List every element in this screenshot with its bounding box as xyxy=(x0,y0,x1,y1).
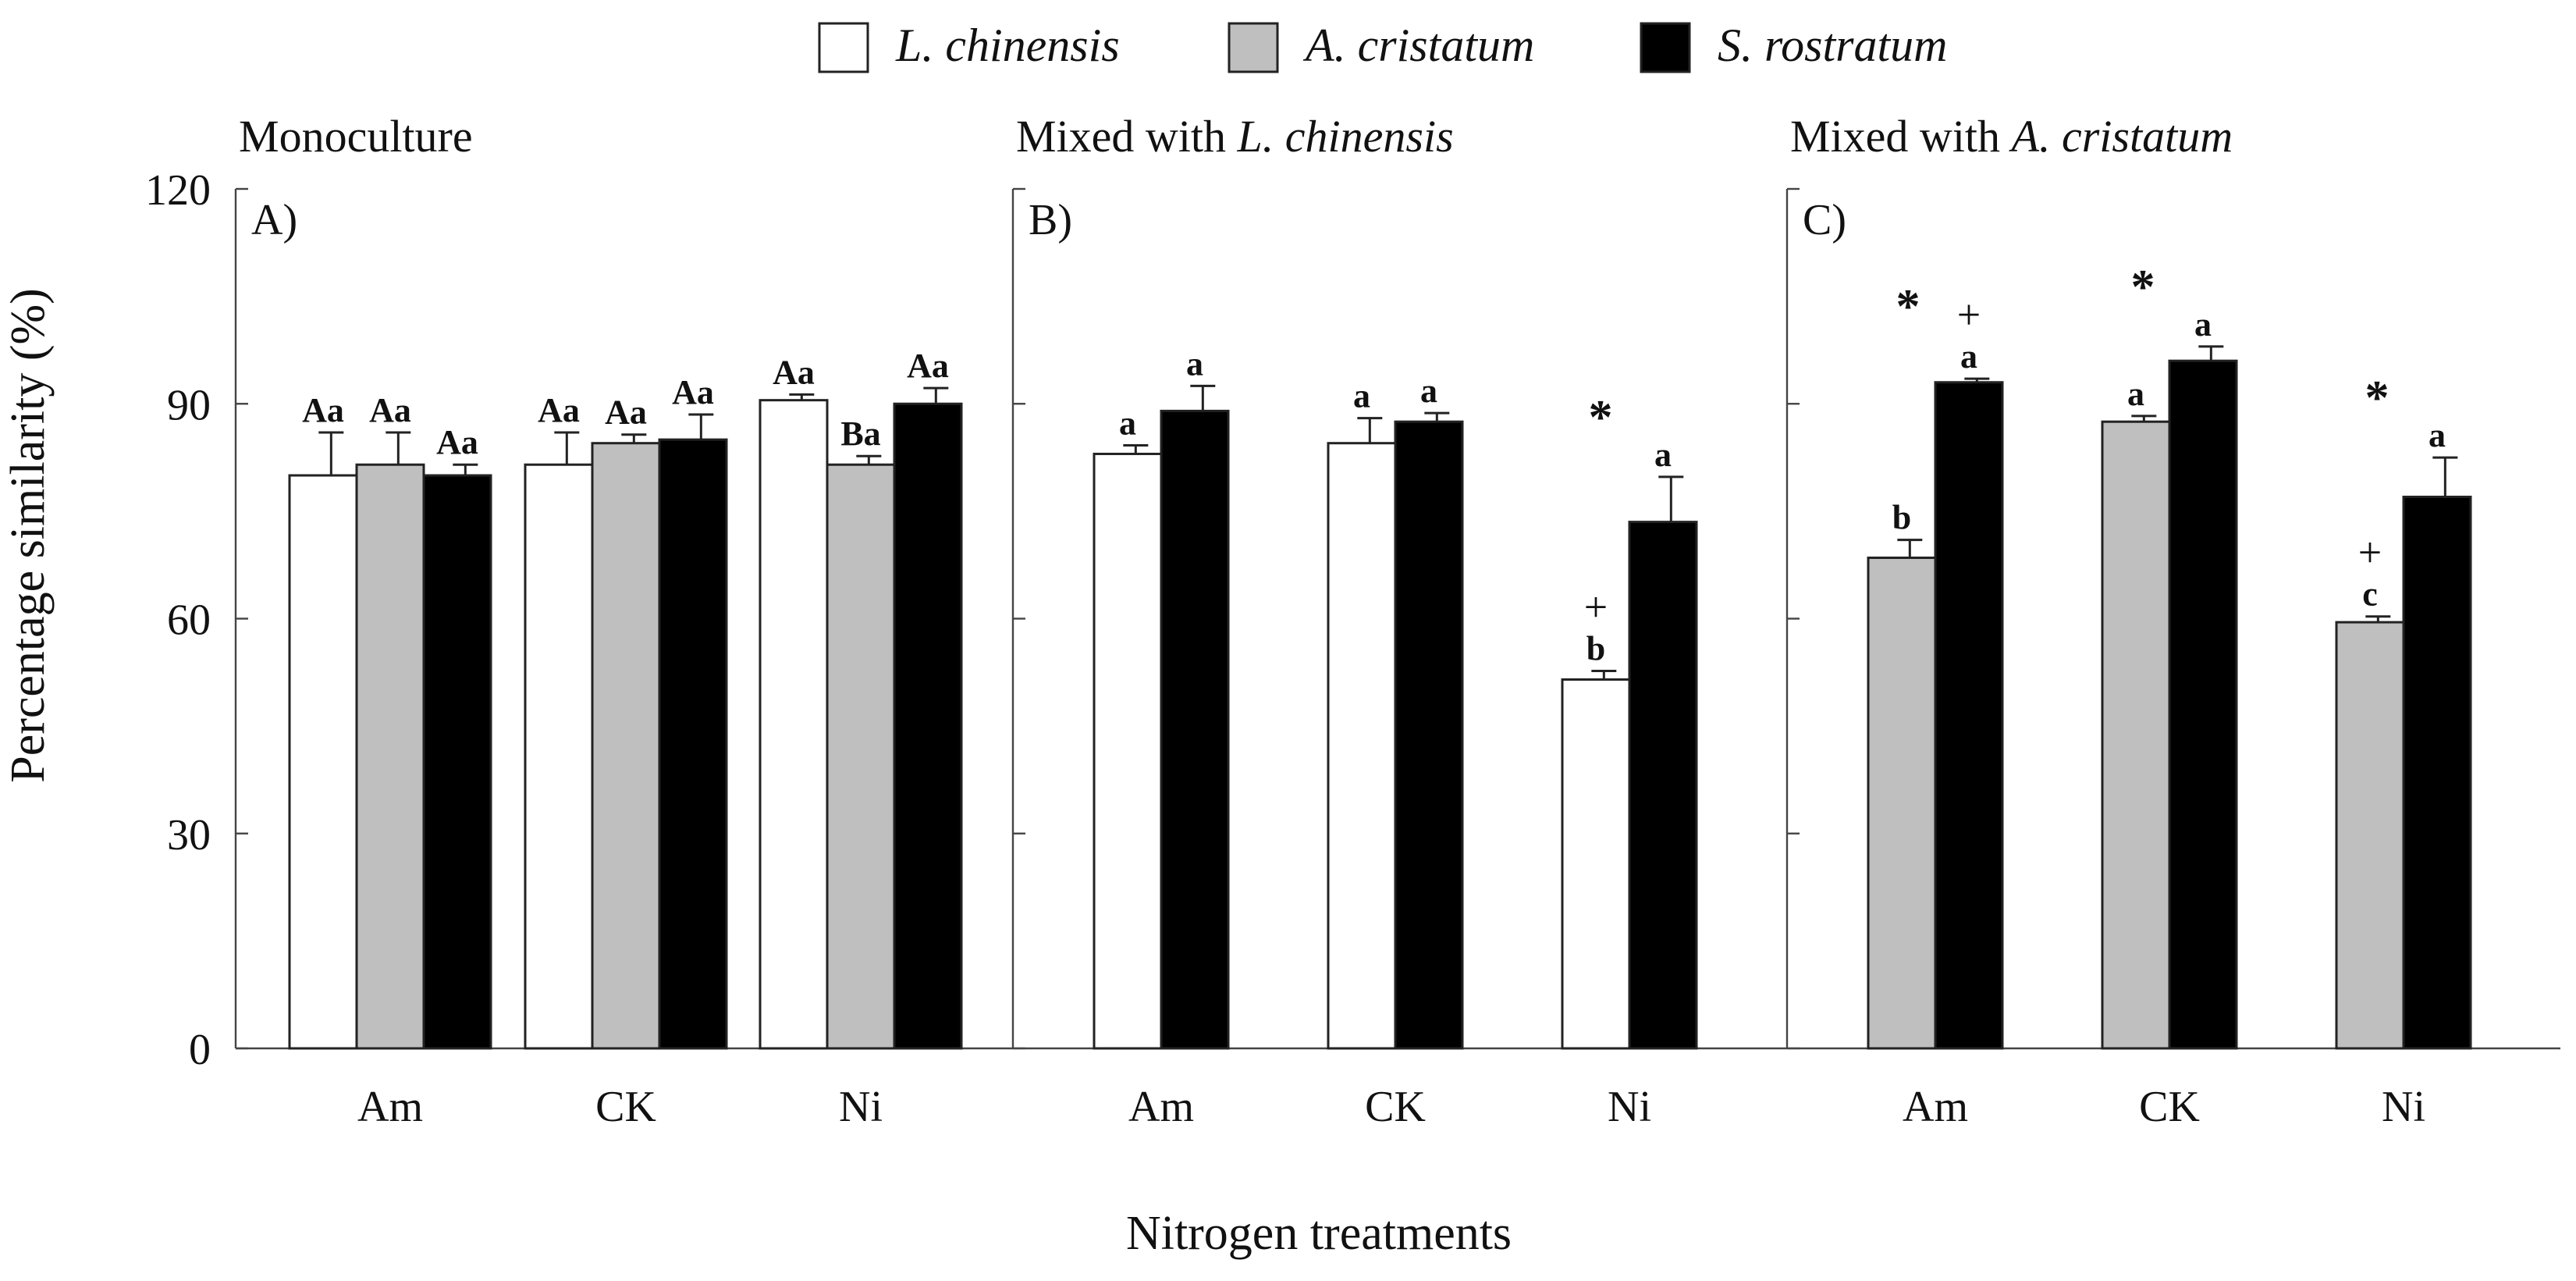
bar xyxy=(524,463,594,1050)
x-tick-label: Am xyxy=(357,1083,423,1131)
panel-title-text: Mixed with xyxy=(1790,111,2012,162)
data-label: a xyxy=(1960,337,1977,375)
y-tick-label: 90 xyxy=(167,381,211,429)
bar xyxy=(2335,621,2405,1050)
bar xyxy=(1934,381,2004,1050)
y-tick-label: 120 xyxy=(145,166,211,215)
data-label: a xyxy=(1353,377,1370,415)
data-label: Ba xyxy=(840,415,880,453)
x-axis-label: Nitrogen treatments xyxy=(1126,1207,1512,1260)
bar xyxy=(1561,678,1631,1050)
bar xyxy=(658,438,728,1050)
data-label: Aa xyxy=(605,393,647,432)
panel: Monoculture A) Am Aa Aa Aa CK Aa Aa Aa Ni Aa Ba Aa xyxy=(234,111,1013,1131)
x-tick-label: CK xyxy=(2139,1083,2200,1131)
x-tick-label: Ni xyxy=(2382,1083,2425,1131)
panel: Mixed with L. chinensis B) Am a a CK a a Ni b+ a * xyxy=(1011,111,1787,1131)
legend-label: A. cristatum xyxy=(1302,20,1534,71)
legend-label: S. rostratum xyxy=(1718,20,1948,71)
x-tick-label: Am xyxy=(1128,1083,1194,1131)
bar xyxy=(2168,359,2238,1050)
bar xyxy=(2101,420,2171,1050)
panel-title-species: L. chinensis xyxy=(1237,111,1454,162)
legend: L. chinensis A. cristatum S. rostratum xyxy=(818,20,1948,73)
y-axis-label: Percentage similarity (%) xyxy=(2,288,55,783)
bar xyxy=(893,402,963,1050)
significance-star: * xyxy=(1589,391,1613,444)
legend-swatch xyxy=(818,22,869,73)
bar xyxy=(1327,442,1397,1050)
data-label: Aa xyxy=(907,347,949,385)
plus-mark: + xyxy=(1584,583,1608,630)
data-label: a xyxy=(1654,436,1672,474)
bar xyxy=(1394,420,1464,1050)
data-label: Aa xyxy=(773,353,815,391)
y-tick-label: 60 xyxy=(167,596,211,645)
significance-star: * xyxy=(2365,372,2389,425)
x-tick-label: Ni xyxy=(1608,1083,1651,1131)
x-tick-label: CK xyxy=(1365,1083,1426,1131)
data-label: Aa xyxy=(302,391,344,429)
x-tick-label: Ni xyxy=(839,1083,883,1131)
bar xyxy=(422,474,492,1050)
data-label: b xyxy=(1892,499,1911,537)
bar xyxy=(355,463,425,1050)
bar xyxy=(2402,496,2472,1050)
panel: Mixed with A. cristatumC)Amba+*CKaa*Nic+… xyxy=(1785,111,2560,1131)
bar xyxy=(1867,557,1937,1050)
y-axis-ticks: 0 30 60 90 120 xyxy=(145,166,211,1074)
data-label: b xyxy=(1586,629,1605,667)
data-label: a xyxy=(1420,372,1437,410)
panel-title: Mixed with A. cristatum xyxy=(1790,111,2233,162)
data-label: Aa xyxy=(538,391,580,429)
panel-title: Mixed with L. chinensis xyxy=(1016,111,1454,162)
panel-letter: B) xyxy=(1029,196,1072,244)
plus-mark: + xyxy=(2358,529,2382,576)
data-label: a xyxy=(1119,404,1136,442)
data-label: a xyxy=(1186,344,1203,383)
data-label: c xyxy=(2362,575,2378,614)
data-label: a xyxy=(2194,305,2212,343)
bar xyxy=(1093,452,1163,1050)
x-tick-label: Am xyxy=(1903,1083,1968,1131)
legend-swatch xyxy=(1228,22,1279,73)
bar xyxy=(591,442,661,1050)
data-label: a xyxy=(2127,375,2144,413)
panel-title-species: A. cristatum xyxy=(2009,111,2233,162)
data-label: Aa xyxy=(436,423,478,461)
data-label: Aa xyxy=(672,373,714,411)
significance-star: * xyxy=(2131,261,2155,314)
panels: Monoculture A) Am Aa Aa Aa CK Aa Aa Aa Ni Aa Ba Aa Mix… xyxy=(234,111,2560,1131)
panel-letter: A) xyxy=(251,196,297,244)
y-tick-label: 30 xyxy=(167,811,211,859)
bar xyxy=(759,399,829,1050)
panel-title-text: Mixed with xyxy=(1016,111,1238,162)
bar xyxy=(288,474,358,1050)
legend-label: L. chinensis xyxy=(895,20,1120,71)
x-tick-label: CK xyxy=(595,1083,656,1131)
data-label: Aa xyxy=(369,391,411,429)
panel-title: Monoculture xyxy=(239,111,473,162)
bar xyxy=(1160,409,1230,1050)
bar xyxy=(1628,521,1698,1050)
y-tick-label: 0 xyxy=(189,1026,211,1074)
panel-letter: C) xyxy=(1803,196,1846,244)
legend-swatch xyxy=(1640,22,1691,73)
significance-star: * xyxy=(1896,280,1920,333)
panel-title-text: Monoculture xyxy=(239,111,473,162)
data-label: a xyxy=(2429,416,2446,454)
plus-mark: + xyxy=(1957,291,1981,338)
bar xyxy=(826,463,896,1050)
